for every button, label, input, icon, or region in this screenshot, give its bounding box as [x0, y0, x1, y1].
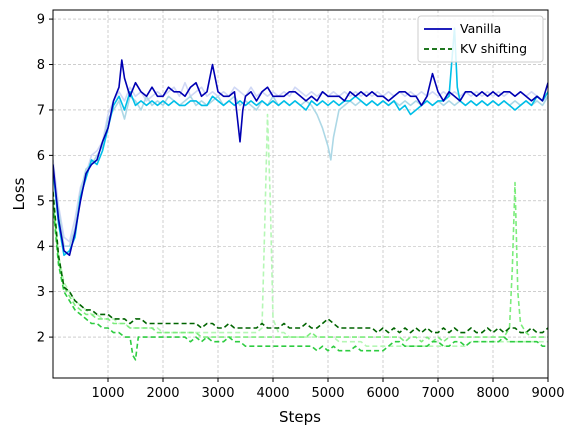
x-tick-label: 7000: [421, 386, 454, 401]
series-line-kv-5: [53, 205, 548, 361]
y-tick-label: 8: [37, 58, 45, 73]
y-tick-label: 9: [37, 13, 45, 28]
legend: Vanilla KV shifting: [417, 15, 544, 63]
legend-label-kv-shifting: KV shifting: [460, 41, 527, 56]
y-tick-label: 7: [37, 103, 45, 118]
y-tick-label: 4: [37, 240, 45, 255]
legend-label-vanilla: Vanilla: [460, 21, 501, 36]
x-axis: 1000 2000 3000 4000 5000 6000 7000 8000 9000: [91, 378, 565, 401]
y-axis: 2 3 4 5 6 7 8 9: [37, 13, 53, 346]
x-tick-label: 8000: [476, 386, 509, 401]
x-tick-label: 2000: [146, 386, 179, 401]
legend-box: [417, 15, 544, 63]
y-tick-label: 5: [37, 194, 45, 209]
series-line-kv-6: [53, 181, 548, 343]
plot-background: [53, 10, 548, 378]
y-tick-label: 3: [37, 285, 45, 300]
y-axis-label: Loss: [10, 177, 28, 210]
x-tick-label: 3000: [201, 386, 234, 401]
series-line-kv-4: [53, 191, 548, 334]
series-lines: [53, 27, 548, 361]
x-axis-label: Steps: [279, 408, 321, 426]
x-tick-label: 9000: [531, 386, 564, 401]
x-tick-label: 6000: [366, 386, 399, 401]
x-tick-label: 4000: [256, 386, 289, 401]
x-tick-label: 5000: [311, 386, 344, 401]
series-line-vanilla-1: [53, 27, 548, 257]
series-line-vanilla-0: [53, 59, 548, 257]
plot-frame: [52, 9, 549, 379]
y-tick-label: 6: [37, 149, 45, 164]
y-tick-label: 2: [37, 331, 45, 346]
x-tick-label: 1000: [91, 386, 124, 401]
